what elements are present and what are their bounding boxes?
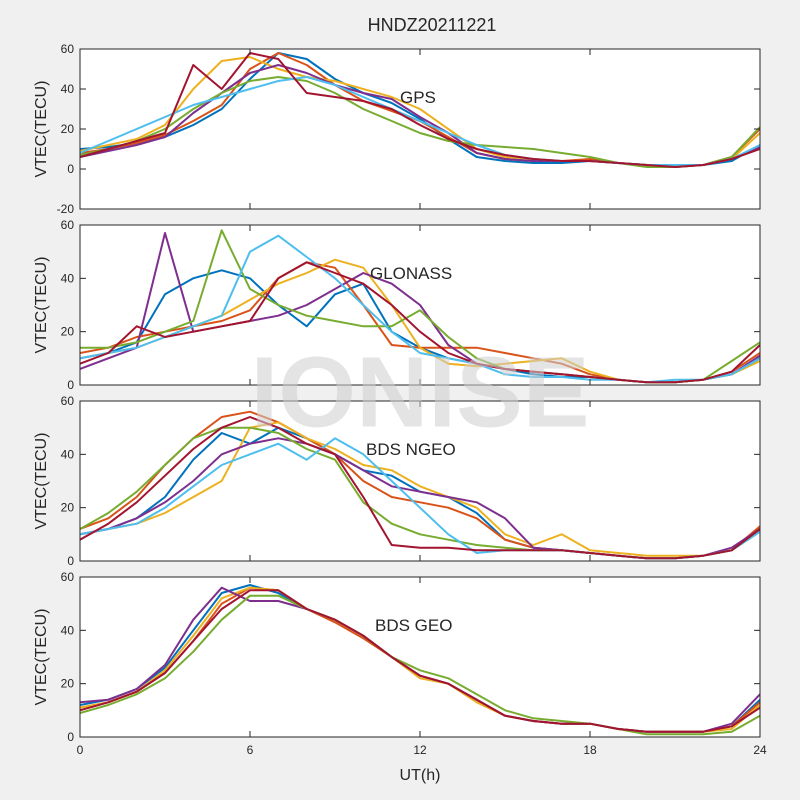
y-tick-label: 0 bbox=[67, 378, 74, 392]
x-tick-label: 6 bbox=[247, 743, 254, 757]
y-tick-label: 40 bbox=[61, 271, 75, 285]
x-axis-label: UT(h) bbox=[400, 767, 441, 784]
series-line-7 bbox=[80, 416, 760, 560]
series-group bbox=[80, 52, 760, 168]
y-tick-label: 60 bbox=[61, 218, 75, 232]
y-tick-label: 40 bbox=[61, 623, 75, 637]
axes-background bbox=[80, 49, 760, 209]
y-tick-label: -20 bbox=[57, 202, 75, 216]
y-axis-label: VTEC(TECU) bbox=[33, 609, 50, 706]
panel-annotation: BDS NGEO bbox=[366, 440, 456, 459]
y-tick-label: 20 bbox=[61, 677, 75, 691]
panel-1: -20 0 20 40 60 VTEC(TECU) GPS bbox=[33, 42, 761, 216]
y-tick-label: 20 bbox=[61, 325, 75, 339]
panel-3: 0 20 40 60 VTEC(TECU) BDS NGEO bbox=[33, 394, 761, 568]
y-axis-label: VTEC(TECU) bbox=[33, 257, 50, 354]
y-axis-label: VTEC(TECU) bbox=[33, 81, 50, 178]
y-tick-label: 40 bbox=[61, 82, 75, 96]
y-tick-label: 0 bbox=[67, 162, 74, 176]
y-tick-label: 20 bbox=[61, 501, 75, 515]
series-line-5 bbox=[80, 594, 760, 736]
watermark-text: IONISE bbox=[251, 336, 590, 448]
x-tick-label: 18 bbox=[583, 743, 597, 757]
axes-background bbox=[80, 577, 760, 737]
panel-annotation: GPS bbox=[400, 88, 436, 107]
series-line-6 bbox=[80, 589, 760, 733]
panel-4: 0 6 12 18 24 0 20 40 60 VTEC(TECU) BDS GEO bbox=[33, 570, 767, 757]
x-tick-label: 24 bbox=[753, 743, 767, 757]
y-axis-label: VTEC(TECU) bbox=[33, 433, 50, 530]
y-tick-label: 60 bbox=[61, 570, 75, 584]
panel-annotation: GLONASS bbox=[370, 264, 452, 283]
series-line-3 bbox=[80, 421, 760, 557]
y-tick-label: 0 bbox=[67, 554, 74, 568]
series-group bbox=[80, 229, 760, 384]
panel-annotation: BDS GEO bbox=[375, 616, 452, 635]
series-line-7 bbox=[80, 52, 760, 168]
y-tick-label: 0 bbox=[67, 730, 74, 744]
figure-title: HNDZ20211221 bbox=[368, 15, 497, 35]
y-tick-label: 40 bbox=[61, 447, 75, 461]
y-tick-label: 60 bbox=[61, 42, 75, 56]
panel-2: 0 20 40 60 VTEC(TECU) GLONASS bbox=[33, 218, 761, 392]
series-line-5 bbox=[80, 76, 760, 168]
x-tick-label: 0 bbox=[77, 743, 84, 757]
series-group bbox=[80, 410, 760, 560]
series-line-7 bbox=[80, 261, 760, 384]
series-group bbox=[80, 584, 760, 736]
y-tick-label: 20 bbox=[61, 122, 75, 136]
x-tick-label: 12 bbox=[413, 743, 427, 757]
y-tick-label: 60 bbox=[61, 394, 75, 408]
